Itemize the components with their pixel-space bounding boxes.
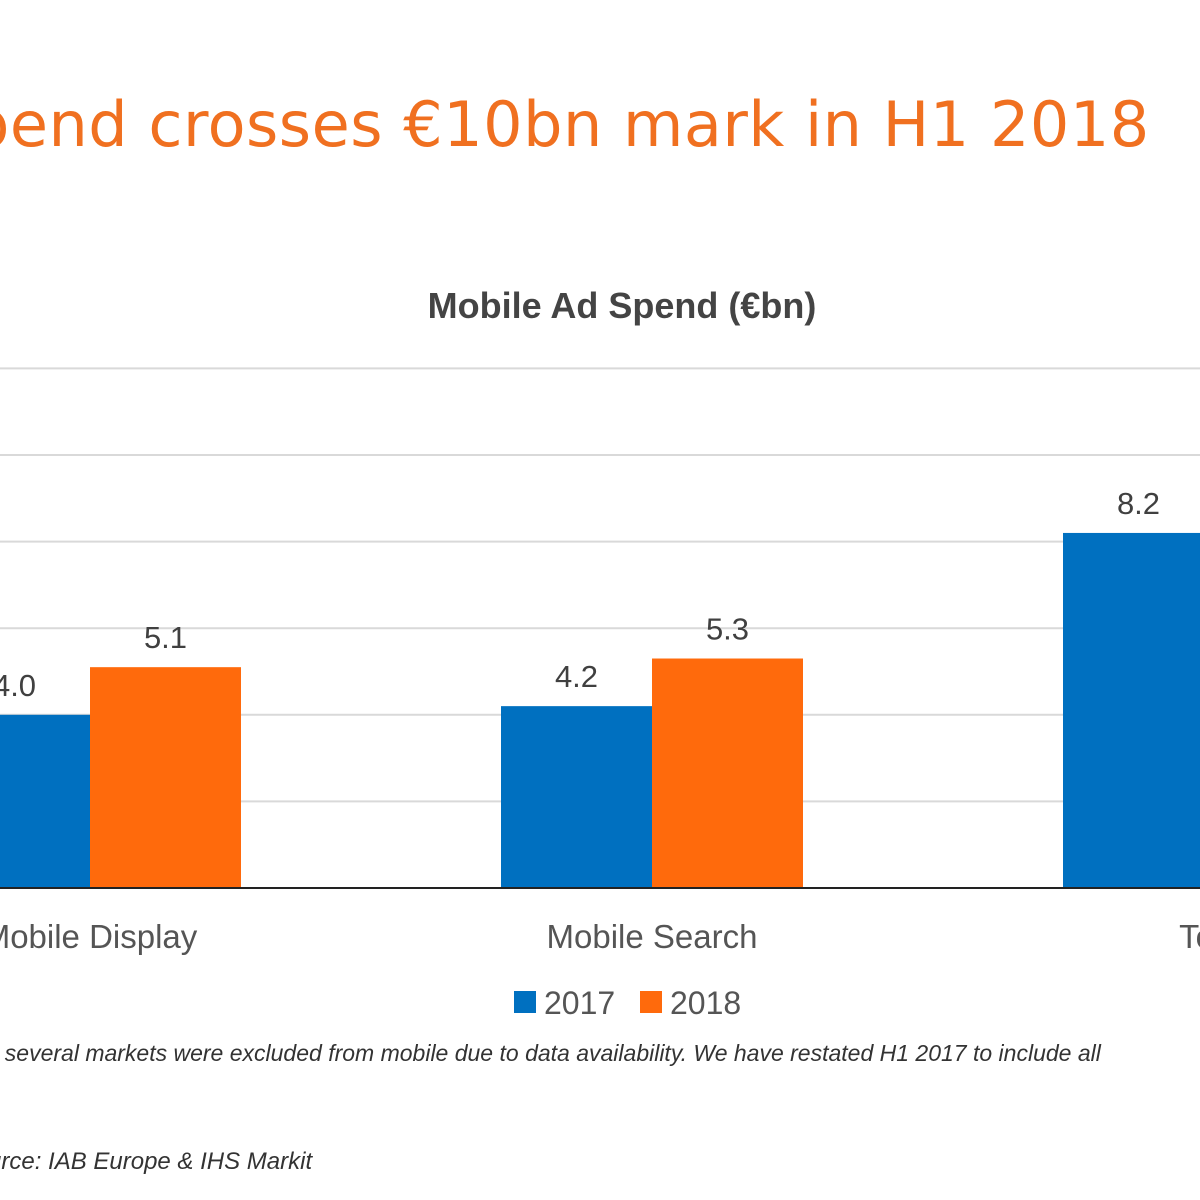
- legend-label-2017: 2017: [544, 985, 615, 1021]
- value-label: 8.2: [1117, 486, 1160, 521]
- category-label: Total: [1179, 918, 1200, 955]
- bar-2017-1: [0, 714, 90, 888]
- source-note: urce: IAB Europe & IHS Markit: [0, 1148, 313, 1175]
- headline: pend crosses €10bn mark in H1 2018: [0, 88, 1150, 161]
- value-label: 4.2: [555, 659, 598, 694]
- value-label: 4.0: [0, 668, 36, 703]
- footnote: , several markets were excluded from mob…: [0, 1040, 1101, 1066]
- category-label: Mobile Search: [547, 918, 758, 955]
- legend-label-2018: 2018: [670, 985, 741, 1021]
- bar-2018-1: [90, 667, 241, 888]
- bar-chart: Mobile Ad Spend (€bn) 4.0 4.2 8.2 5.1 5.3 Mo…: [0, 285, 1200, 1021]
- category-label: Mobile Display: [0, 918, 198, 955]
- legend: 2017 2018: [514, 985, 741, 1021]
- category-labels: Mobile Display Mobile Search Total: [0, 918, 1200, 955]
- bar-2018-2: [652, 658, 803, 888]
- value-label: 5.1: [144, 620, 187, 655]
- legend-swatch-2017: [514, 991, 536, 1013]
- bar-2017-3: [1063, 532, 1200, 888]
- value-label: 5.3: [706, 612, 749, 647]
- chart-title: Mobile Ad Spend (€bn): [428, 285, 817, 326]
- bars: [0, 532, 1200, 888]
- value-labels: 4.0 4.2 8.2 5.1 5.3: [0, 486, 1160, 703]
- legend-swatch-2018: [640, 991, 662, 1013]
- bar-2017-2: [501, 706, 652, 888]
